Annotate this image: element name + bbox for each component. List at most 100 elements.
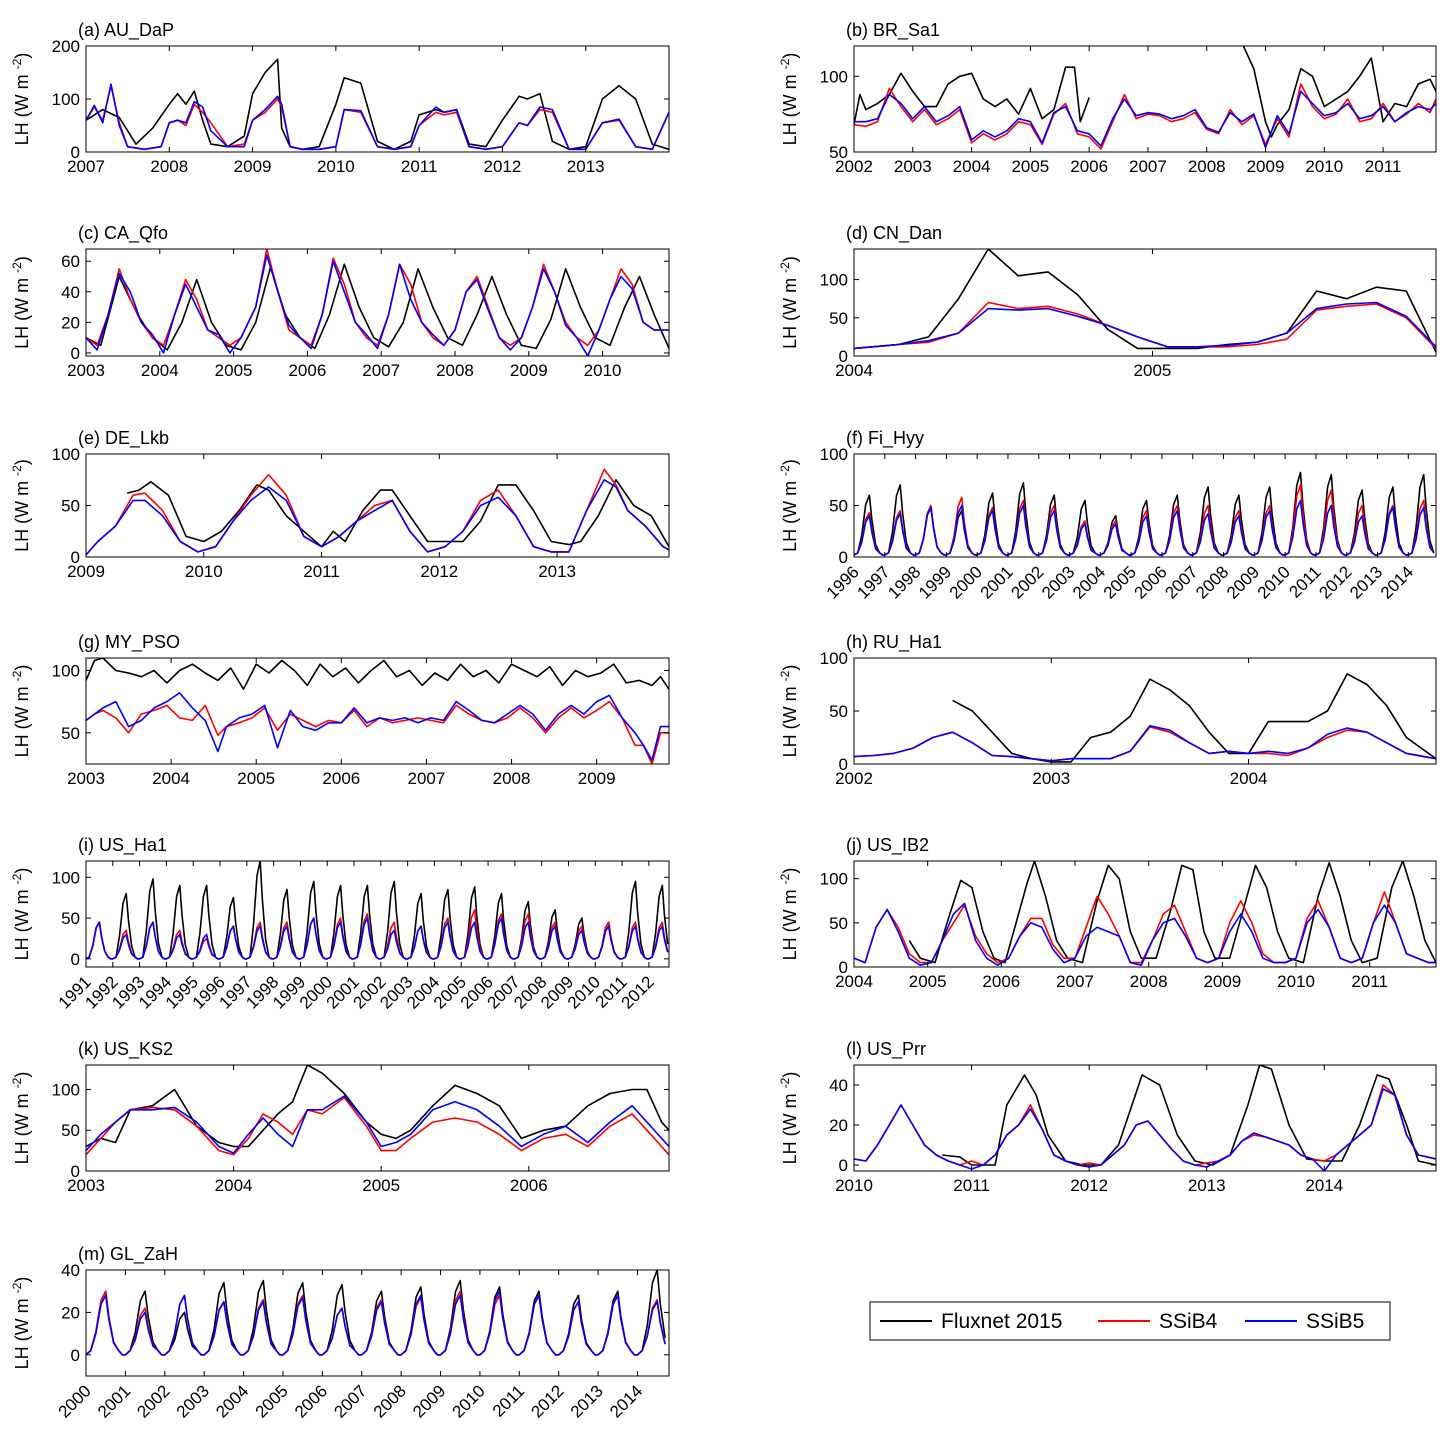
series-line-ssib5-i bbox=[86, 917, 669, 960]
panel-j: 0 50 100 2004 2005 2006 2007 2008 2009 2010 2011 (j… bbox=[778, 835, 1437, 991]
x-tick-label: 2003 bbox=[67, 1176, 105, 1195]
x-tick-label: 2009 bbox=[510, 361, 548, 380]
x-tick-label: 2004 bbox=[835, 972, 873, 991]
y-tick-label: 0 bbox=[71, 548, 80, 567]
series-line-fluxnet-g bbox=[86, 658, 669, 690]
panel-title-k: (k) US_KS2 bbox=[78, 1039, 173, 1060]
y-tick-label: 100 bbox=[52, 1080, 80, 1099]
y-axis-label-g: LH (W m -2) bbox=[10, 665, 32, 758]
series-line-ssib5-f bbox=[854, 499, 1435, 556]
legend-label-fluxnet: Fluxnet 2015 bbox=[941, 1310, 1062, 1333]
x-tick-label: 2006 bbox=[291, 1381, 331, 1421]
series-line-ssib4-e bbox=[86, 468, 669, 556]
series-group-i bbox=[86, 861, 669, 960]
x-tick-label: 2014 bbox=[1305, 1176, 1343, 1195]
series-line-ssib4-c bbox=[86, 249, 669, 347]
x-tick-label: 2001 bbox=[977, 562, 1017, 602]
x-tick-label: 2010 bbox=[1254, 562, 1294, 602]
panel-a: 0 100 200 2007 2008 2009 2010 2011 2012 2013 (a) A… bbox=[10, 20, 670, 176]
x-tick-label: 2013 bbox=[567, 157, 605, 176]
y-axis-label-b: LH (W m -2) bbox=[778, 53, 800, 146]
x-tick-label: 2005 bbox=[215, 361, 253, 380]
y-tick-label: 20 bbox=[61, 313, 80, 332]
series-group-m bbox=[86, 1270, 666, 1356]
series-line-ssib5-e bbox=[86, 479, 669, 556]
plot-frame-l bbox=[853, 1064, 1437, 1172]
x-tick-label: 2002 bbox=[835, 157, 873, 176]
y-tick-label: 100 bbox=[52, 661, 80, 680]
y-tick-label: 50 bbox=[61, 497, 80, 516]
panel-title-m: (m) GL_ZaH bbox=[78, 1244, 178, 1265]
series-line-fluxnet-k bbox=[86, 1065, 669, 1148]
x-tick-label: 2010 bbox=[835, 1176, 873, 1195]
x-tick-label: 2010 bbox=[449, 1381, 489, 1421]
panel-d: 0 50 100 2004 2005 (d) CN_Dan LH (W m -2) bbox=[778, 223, 1437, 380]
series-line-ssib5-h bbox=[854, 725, 1436, 762]
x-tick-label: 2000 bbox=[946, 562, 986, 602]
x-tick-label: 2004 bbox=[215, 1176, 253, 1195]
y-tick-label: 200 bbox=[52, 37, 80, 56]
x-tick-label: 2013 bbox=[1346, 562, 1386, 602]
legend-label-ssib5: SSiB5 bbox=[1306, 1310, 1364, 1333]
y-tick-label: 100 bbox=[820, 271, 848, 290]
series-line-ssib5-c bbox=[86, 254, 669, 356]
y-tick-label: 0 bbox=[839, 548, 848, 567]
x-tick-label: 2008 bbox=[370, 1381, 410, 1421]
x-tick-label: 2011 bbox=[303, 562, 340, 581]
y-tick-label: 50 bbox=[61, 1121, 80, 1140]
series-group-g bbox=[86, 658, 669, 764]
series-group-a bbox=[86, 58, 669, 151]
x-tick-label: 2010 bbox=[584, 361, 622, 380]
x-tick-label: 2005 bbox=[1100, 562, 1140, 602]
x-tick-label: 2003 bbox=[67, 769, 105, 788]
panel-f: 0501001996199719981999200020012002200320… bbox=[778, 428, 1437, 603]
x-tick-label: 2004 bbox=[835, 361, 873, 380]
legend-label-ssib4: SSiB4 bbox=[1159, 1310, 1218, 1333]
x-tick-label: 2011 bbox=[1365, 157, 1402, 176]
x-tick-label: 2001 bbox=[94, 1381, 134, 1421]
series-line-ssib5-g bbox=[86, 692, 669, 762]
x-tick-label: 2008 bbox=[493, 769, 531, 788]
y-tick-label: 100 bbox=[52, 90, 80, 109]
panel-i: 0501001991199219931994199519961997199819… bbox=[10, 835, 670, 1013]
y-axis-label-l: LH (W m -2) bbox=[778, 1072, 800, 1165]
y-tick-label: 100 bbox=[820, 445, 848, 464]
x-tick-label: 2007 bbox=[330, 1381, 370, 1421]
y-tick-label: 100 bbox=[820, 67, 848, 86]
x-tick-label: 2012 bbox=[484, 157, 522, 176]
panel-title-e: (e) DE_Lkb bbox=[78, 428, 169, 449]
x-tick-label: 2012 bbox=[1070, 1176, 1108, 1195]
x-tick-label: 2014 bbox=[1377, 562, 1417, 602]
panel-title-b: (b) BR_Sa1 bbox=[846, 20, 940, 41]
series-line-ssib4-b bbox=[1242, 46, 1436, 138]
x-tick-label: 2005 bbox=[362, 1176, 400, 1195]
y-tick-label: 50 bbox=[61, 724, 80, 743]
x-tick-label: 2005 bbox=[1134, 361, 1172, 380]
y-tick-label: 100 bbox=[820, 870, 848, 889]
series-group-k bbox=[86, 1065, 669, 1156]
x-tick-label: 2002 bbox=[1007, 562, 1047, 602]
series-line-fluxnet-e bbox=[127, 479, 669, 548]
x-tick-label: 2012 bbox=[618, 972, 658, 1012]
x-tick-label: 2014 bbox=[606, 1381, 646, 1421]
x-tick-label: 2011 bbox=[401, 157, 438, 176]
x-tick-label: 2011 bbox=[489, 1381, 528, 1420]
series-line-ssib4-k bbox=[86, 1096, 669, 1156]
x-tick-label: 1999 bbox=[915, 562, 955, 602]
series-group-b bbox=[854, 46, 1436, 150]
series-line-fluxnet-l bbox=[942, 1065, 1436, 1166]
y-tick-label: 40 bbox=[61, 1261, 80, 1280]
series-line-ssib4-d bbox=[854, 301, 1436, 350]
y-axis-label-c: LH (W m -2) bbox=[10, 256, 32, 349]
series-line-undefined-b bbox=[854, 90, 1436, 149]
x-tick-label: 2007 bbox=[362, 361, 400, 380]
x-tick-label: 2004 bbox=[953, 157, 991, 176]
x-tick-label: 2012 bbox=[1315, 562, 1355, 602]
x-tick-label: 2008 bbox=[150, 157, 188, 176]
series-group-d bbox=[854, 249, 1436, 353]
panel-title-i: (i) US_Ha1 bbox=[78, 835, 167, 856]
y-axis-label-h: LH (W m -2) bbox=[778, 665, 800, 758]
x-tick-label: 2013 bbox=[538, 562, 576, 581]
y-tick-label: 0 bbox=[71, 1162, 80, 1181]
